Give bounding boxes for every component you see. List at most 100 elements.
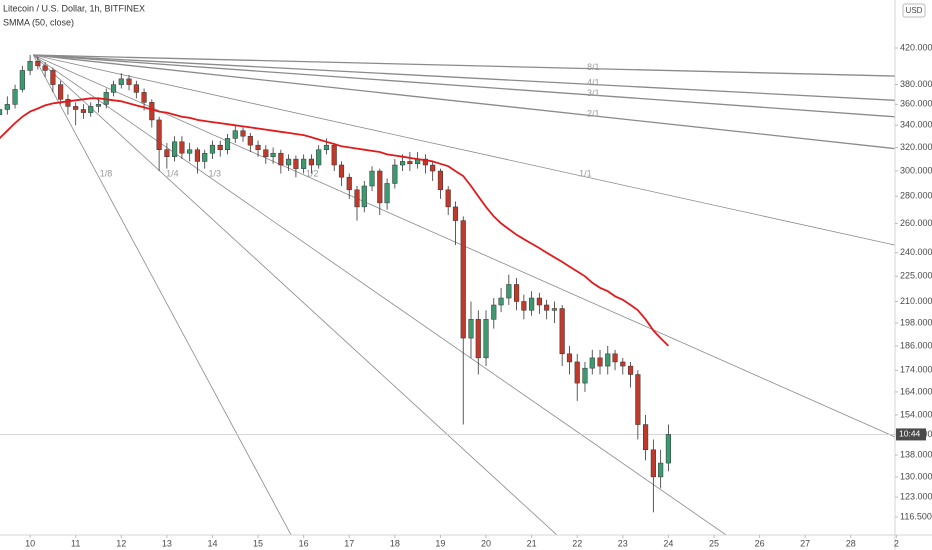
y-tick-label: 225.000 [900, 271, 932, 281]
candle-body [179, 141, 185, 154]
x-tick-label: 24 [663, 538, 673, 548]
fan-label: 8/1 [587, 62, 600, 72]
candle-body [551, 308, 557, 311]
smma-line [0, 97, 670, 347]
x-tick-label: 16 [299, 538, 309, 548]
fan-line [33, 54, 895, 101]
candle-body [156, 119, 162, 150]
candle-body [483, 319, 489, 359]
candle-body [361, 185, 367, 208]
y-tick-label: 164.000 [900, 386, 932, 396]
candle-body [597, 357, 603, 367]
candle-body [627, 365, 634, 375]
candle-body [126, 78, 132, 85]
candle-body [506, 284, 512, 299]
plot-area: 8/1 4/13/1 2/1 1/1 1/2 1/3 1/4 1/8 [0, 54, 895, 535]
candle-body [574, 361, 580, 384]
candle-body [612, 353, 618, 363]
candle-body [445, 189, 451, 208]
candle-body [110, 84, 117, 93]
candle-body [0, 109, 3, 115]
candle-body [338, 164, 345, 178]
y-tick-label: 340.000 [900, 120, 932, 130]
candle-body [620, 361, 626, 367]
candle-body [529, 297, 535, 311]
x-tick-label: 21 [527, 538, 537, 548]
fan-line [33, 54, 895, 246]
candle-body [354, 189, 360, 208]
x-tick-label: 28 [846, 538, 856, 548]
fan-line [32, 54, 292, 535]
candle-body [559, 308, 565, 355]
price-tag-box [896, 428, 926, 441]
candle-body [217, 144, 223, 150]
candle-body [4, 104, 10, 110]
fan-line [33, 54, 895, 118]
candle-body [452, 206, 459, 221]
fan-label: 3/1 [587, 88, 600, 98]
candle-body [149, 102, 155, 121]
x-tick-label: 12 [116, 538, 126, 548]
x-tick-label: 27 [800, 538, 810, 548]
candle-body [187, 149, 193, 154]
fan-line [33, 54, 727, 535]
candle-body [369, 170, 375, 187]
candle-body [209, 144, 216, 154]
candle-body [536, 297, 542, 306]
candle-body [88, 106, 94, 113]
y-tick-label: 186.000 [900, 340, 932, 350]
candle-body [50, 70, 56, 85]
candle-body [468, 319, 474, 339]
fan-label: 2/1 [587, 108, 600, 118]
x-tick-label: 10 [25, 538, 35, 548]
candle-body [475, 319, 481, 359]
y-tick-label: 138.000 [900, 449, 932, 459]
y-tick-label: 130.000 [900, 471, 932, 481]
candle-body [172, 141, 178, 157]
currency-box [902, 3, 926, 18]
candle-body [42, 65, 48, 71]
candle-body [346, 176, 352, 191]
fan-label: 1/2 [306, 168, 319, 178]
candle-body [286, 158, 292, 166]
indicator-label: SMMA (50, close) [3, 17, 74, 27]
candle-body [12, 89, 18, 105]
x-tick-label: 11 [71, 538, 80, 548]
candle-body [665, 434, 671, 464]
chart-title: Litecoin / U.S. Dollar, 1h, BITFINEX [3, 3, 145, 13]
candle-body [491, 304, 497, 320]
candle-body [301, 158, 307, 169]
candle-body [460, 220, 466, 339]
candle-body [316, 149, 322, 166]
candle-body [589, 357, 595, 369]
fan-label: 1/3 [208, 168, 221, 178]
fan-label: 1/8 [100, 168, 113, 178]
x-tick-label: 2 [894, 538, 899, 548]
y-tick-label: 116.500 [900, 511, 932, 521]
candle-body [308, 158, 314, 166]
fan-label: 1/4 [166, 168, 179, 178]
x-tick-label: 13 [162, 538, 172, 548]
candle-body [80, 109, 87, 113]
candle-body [95, 104, 102, 107]
candle-body [194, 149, 200, 162]
candle-body [202, 152, 208, 162]
y-tick-label: 154.000 [900, 409, 932, 419]
candle-body [323, 144, 330, 150]
candle-body [635, 374, 641, 425]
y-tick-label: 280.000 [900, 191, 932, 201]
fan-line [33, 54, 895, 77]
candle-body [293, 158, 299, 169]
candle-body [255, 144, 261, 150]
candle-body [240, 130, 246, 137]
y-tick-label: 360.000 [900, 99, 932, 109]
currency: USD [906, 6, 923, 15]
fan-label: 4/1 [587, 77, 600, 87]
axes: 116.500123.000130.000138.000146.000154.0… [25, 42, 932, 548]
candle-body [437, 170, 444, 191]
candle-body [430, 164, 436, 172]
candle-body [400, 161, 406, 166]
y-tick-label: 240.000 [900, 247, 932, 257]
x-tick-label: 25 [709, 538, 719, 548]
candle-body [263, 149, 269, 157]
